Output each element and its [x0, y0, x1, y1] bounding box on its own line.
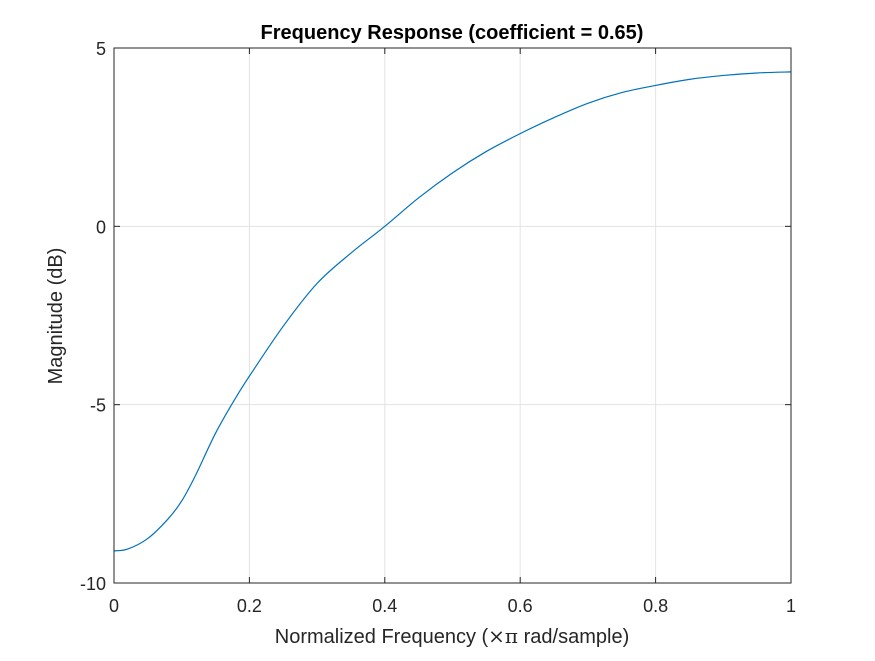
y-tick-label: 5 — [96, 39, 106, 59]
ticks: 0 0.2 0.4 0.6 0.8 1 -10 -5 0 5 — [80, 39, 796, 616]
x-tick-label: 1 — [786, 596, 796, 616]
series-layer — [113, 71, 792, 552]
y-axis-label: Magnitude (dB) — [45, 248, 67, 385]
x-tick-label: 0 — [109, 596, 119, 616]
x-axis-label-suffix: rad/sample) — [518, 626, 629, 648]
axes-box — [113, 47, 792, 584]
series-line — [113, 71, 792, 552]
x-axis-label-symbol: ×π — [488, 624, 518, 648]
y-tick-label: -5 — [90, 396, 106, 416]
x-tick-label: 0.8 — [643, 596, 668, 616]
grid — [114, 48, 791, 583]
x-tick-label: 0.2 — [237, 596, 262, 616]
x-tick-label: 0.6 — [508, 596, 533, 616]
y-tick-label: 0 — [96, 217, 106, 237]
x-axis-label-prefix: Normalized Frequency ( — [275, 626, 489, 648]
x-tick-label: 0.4 — [372, 596, 397, 616]
chart-title: Frequency Response (coefficient = 0.65) — [261, 22, 644, 44]
y-tick-label: -10 — [80, 574, 106, 594]
x-axis-label: Normalized Frequency (×π rad/sample) — [275, 624, 629, 648]
